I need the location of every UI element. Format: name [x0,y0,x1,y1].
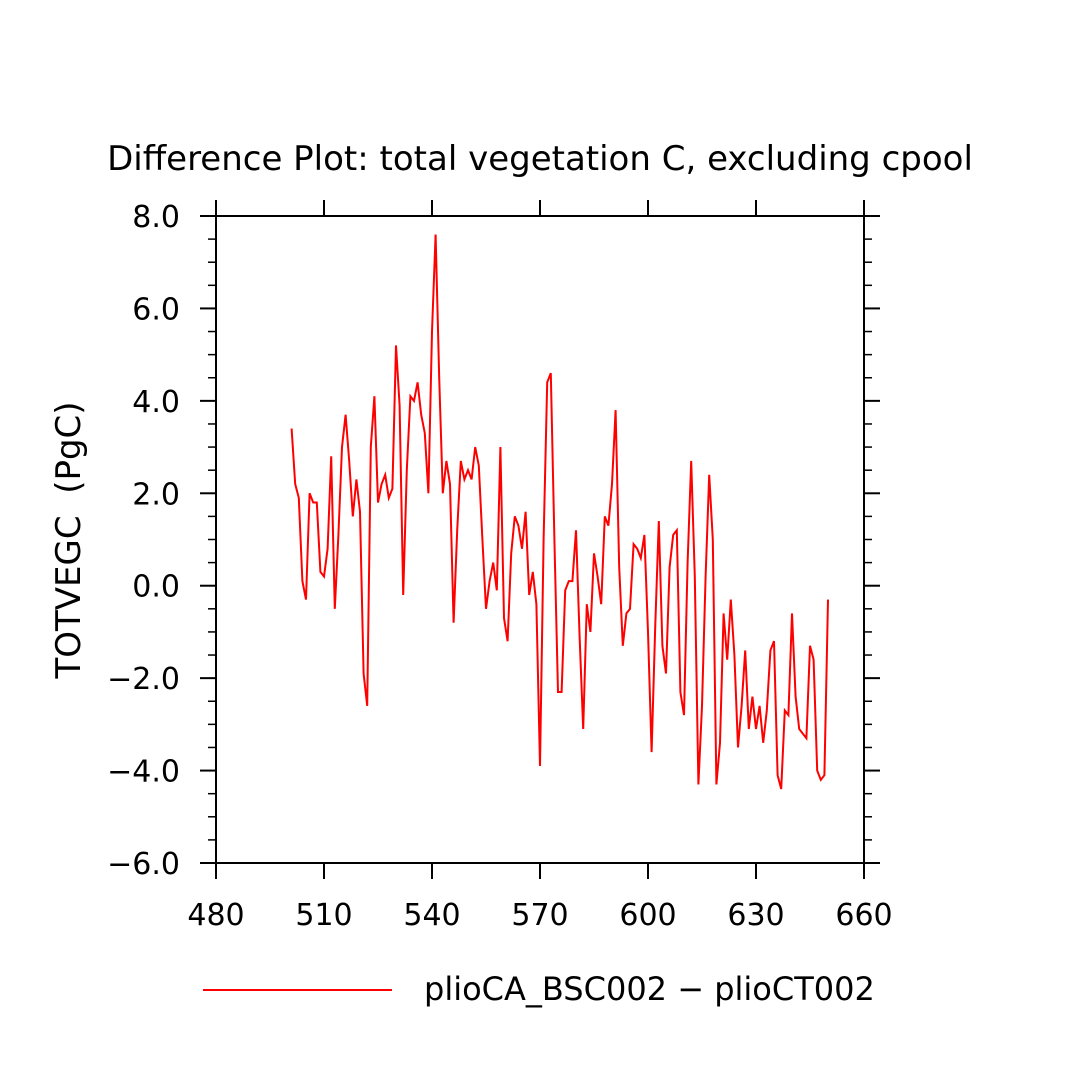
y-tick-label: 6.0 [132,292,180,327]
y-tick-label: −2.0 [107,662,180,697]
series-group [290,234,829,790]
y-axis-label: TOTVEGC (PgC) [49,401,89,679]
y-tick-label: 8.0 [132,200,180,235]
legend: plioCA_BSC002 − plioCT002 [203,970,875,1008]
series-line [290,234,829,790]
y-tick-label: 0.0 [132,570,180,605]
x-tick-label: 600 [619,898,676,933]
x-tick-label: 570 [511,898,568,933]
x-tick-label: 660 [835,898,892,933]
legend-label: plioCA_BSC002 − plioCT002 [424,970,875,1008]
y-tick-label: 2.0 [132,477,180,512]
ticks [200,200,880,879]
x-tick-label: 480 [187,898,244,933]
tick-labels: 480 510 540 570 600 630 660 −6.0 −4.0 −2.0 0.0 2.0 4… [107,200,892,933]
x-tick-label: 540 [403,898,460,933]
y-tick-label: −4.0 [107,755,180,790]
x-tick-label: 630 [727,898,784,933]
x-tick-label: 510 [295,898,352,933]
y-tick-label: −6.0 [107,847,180,882]
chart-title: Difference Plot: total vegetation C, exc… [107,139,973,179]
y-tick-label: 4.0 [132,385,180,420]
